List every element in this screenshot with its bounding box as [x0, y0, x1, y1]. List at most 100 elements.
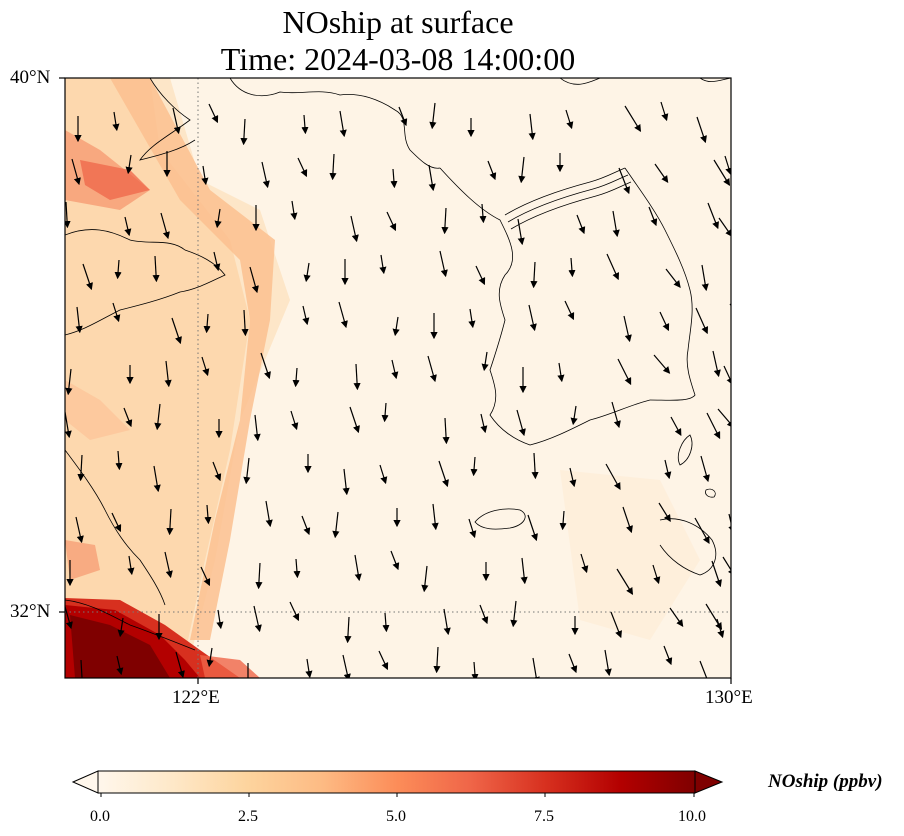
- wind-arrow: [390, 550, 400, 571]
- wind-arrow: [212, 461, 222, 482]
- wind-arrow: [431, 503, 439, 531]
- wind-arrow: [301, 114, 309, 135]
- wind-arrow: [342, 468, 350, 496]
- wind-arrow: [297, 157, 308, 178]
- wind-arrow: [171, 317, 182, 345]
- chart-subtitle-time: Time: 2024-03-08 14:00:00: [220, 41, 576, 77]
- lat-label-32n: 32°N: [10, 601, 51, 622]
- colorbar-tick-label: 7.5: [534, 808, 554, 825]
- wind-arrow: [386, 211, 397, 232]
- wind-arrow: [707, 202, 719, 230]
- lon-label-122e: 122°E: [172, 687, 220, 708]
- wind-arrow: [487, 160, 497, 181]
- wind-arrow: [398, 106, 408, 127]
- wind-arrow: [289, 601, 300, 622]
- wind-arrow: [65, 201, 71, 229]
- wind-arrow: [65, 411, 72, 439]
- wind-arrow: [332, 511, 340, 539]
- wind-arrow: [699, 660, 708, 678]
- wind-arrow: [350, 215, 359, 243]
- wind-arrow: [379, 464, 388, 485]
- wind-arrow: [520, 557, 528, 585]
- wind-arrow: [261, 161, 270, 189]
- wind-arrow: [479, 604, 489, 625]
- wind-arrow: [729, 303, 731, 307]
- wind-arrow: [610, 611, 622, 639]
- wind-arrow: [565, 109, 574, 130]
- wind-arrow: [475, 265, 486, 286]
- wind-arrow: [701, 264, 709, 292]
- lon-label-130e: 130°E: [705, 687, 753, 708]
- wind-arrow: [531, 452, 539, 480]
- wind-arrow: [152, 255, 160, 283]
- wind-arrow: [292, 367, 300, 388]
- wind-arrow: [568, 257, 576, 278]
- wind-arrow: [77, 454, 85, 482]
- wind-arrow: [216, 609, 224, 630]
- wind-arrow: [124, 216, 132, 237]
- axis-ticks: [59, 77, 732, 684]
- wind-arrow: [438, 460, 449, 488]
- wind-arrow: [391, 359, 399, 380]
- wind-arrow: [329, 153, 337, 181]
- wind-arrow: [530, 261, 538, 289]
- gridlines: [65, 78, 731, 678]
- wind-arrow: [241, 309, 249, 337]
- wind-arrow: [470, 456, 478, 477]
- colorbar: [71, 770, 724, 797]
- wind-arrow: [349, 406, 360, 434]
- wind-arrow: [695, 307, 709, 335]
- wind-arrow: [379, 254, 387, 275]
- wind-arrow: [658, 502, 671, 523]
- wind-arrow: [392, 316, 400, 337]
- chart-title: NOship at surface: [282, 4, 514, 40]
- colorbar-tick-label: 0.0: [90, 808, 110, 825]
- wind-arrow: [654, 163, 669, 183]
- wind-arrow: [569, 467, 577, 488]
- wind-arrow: [305, 658, 313, 678]
- wind-arrow: [576, 214, 586, 235]
- wind-arrow: [616, 568, 634, 596]
- wind-arrow: [670, 416, 682, 437]
- wind-arrow: [204, 504, 212, 525]
- wind-arrow: [200, 566, 211, 587]
- wind-arrow: [82, 263, 93, 291]
- wind-arrow: [481, 351, 489, 372]
- wind-arrow: [75, 306, 83, 334]
- wind-arrow: [730, 113, 731, 115]
- wind-arrow: [427, 355, 437, 383]
- wind-arrow: [728, 513, 731, 534]
- wind-arrow: [428, 164, 436, 192]
- wind-arrow: [570, 405, 578, 426]
- wind-arrow: [724, 155, 731, 176]
- wind-arrow: [127, 555, 135, 576]
- wind-arrow: [528, 304, 537, 332]
- wind-arrow: [480, 413, 488, 434]
- wind-arrow: [213, 251, 221, 272]
- wind-arrow: [243, 457, 251, 485]
- wind-arrow: [421, 565, 429, 593]
- lat-label-40n: 40°N: [10, 67, 51, 88]
- wind-arrow: [433, 646, 441, 674]
- wind-arrow: [342, 654, 351, 678]
- wind-arrow: [255, 562, 263, 590]
- wind-arrow: [65, 368, 73, 396]
- wind-arrow: [75, 516, 84, 544]
- wind-arrow: [253, 414, 261, 442]
- wind-arrow: [112, 111, 120, 132]
- wind-arrow: [214, 208, 222, 229]
- wind-arrow: [468, 308, 476, 329]
- wind-arrow: [700, 455, 710, 483]
- wind-arrow: [711, 560, 722, 588]
- wind-arrow: [117, 617, 125, 638]
- coastlines: [65, 78, 731, 651]
- wind-arrow: [660, 101, 669, 122]
- wind-arrow: [166, 508, 174, 536]
- wind-arrow: [606, 253, 620, 281]
- wind-arrow: [206, 647, 214, 668]
- wind-arrow: [527, 514, 538, 542]
- wind-arrow: [260, 352, 271, 380]
- wind-arrow: [517, 218, 525, 246]
- wind-arrow: [301, 515, 311, 536]
- wind-arrow: [713, 159, 731, 187]
